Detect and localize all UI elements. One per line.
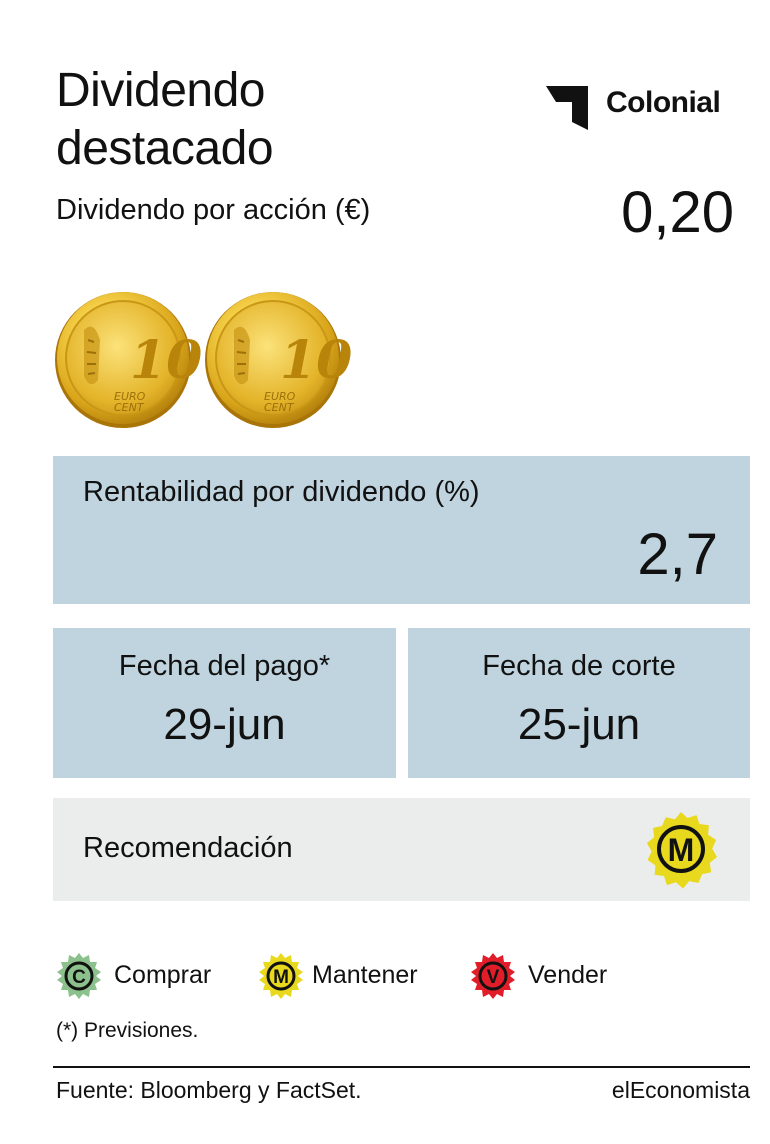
payment-date-value: 29-jun [163, 700, 286, 749]
legend-label-mantener: Mantener [312, 961, 418, 989]
euro-coin-icon: 10 EURO CENT [55, 292, 202, 428]
coin-text-cent: CENT [114, 401, 145, 414]
recommendation-badge-icon: M [646, 812, 717, 889]
euro-coin-icon: 10 EURO CENT [205, 292, 352, 428]
coin-text-euro: EURO [264, 390, 296, 403]
dividend-value: 0,20 [621, 180, 734, 245]
sell-badge-icon: V [471, 953, 515, 999]
yield-value: 2,7 [637, 522, 718, 587]
yield-panel: Rentabilidad por dividendo (%) 2,7 [53, 456, 750, 604]
title-line-2: destacado [56, 122, 274, 175]
cutoff-date-panel: Fecha de corte 25-jun [408, 628, 750, 778]
title-line-1: Dividendo [56, 64, 265, 117]
cutoff-date-label: Fecha de corte [482, 650, 676, 682]
company-logo: Colonial [544, 84, 744, 132]
hold-badge-icon: M [259, 953, 303, 999]
recommendation-badge-letter: M [668, 832, 695, 868]
hold-badge-letter: M [273, 967, 289, 988]
payment-date-panel: Fecha del pago* 29-jun [53, 628, 396, 778]
legend-item-mantener: M Mantener [256, 952, 456, 1000]
forecast-note: (*) Previsiones. [56, 1019, 199, 1042]
legend-item-comprar: C Comprar [54, 952, 224, 1000]
coin-text-cent: CENT [264, 401, 295, 414]
sell-badge-letter: V [487, 967, 500, 988]
page-subtitle: Dividendo por acción (€) [56, 194, 371, 226]
coin-denomination: 10 [130, 330, 202, 391]
footer-divider [53, 1066, 750, 1068]
coins-illustration: 10 EURO CENT 10 EURO CENT [54, 290, 354, 430]
legend-label-vender: Vender [528, 961, 608, 989]
company-name: Colonial [606, 86, 721, 119]
coin-denomination: 10 [280, 330, 352, 391]
colonial-logo-icon [546, 86, 588, 130]
recommendation-label: Recomendación [83, 832, 293, 864]
legend-item-vender: V Vender [468, 952, 668, 1000]
page-title: Dividendo destacado [56, 62, 274, 178]
buy-badge-icon: C [57, 953, 101, 999]
payment-date-label: Fecha del pago* [118, 650, 331, 682]
source-credit: Fuente: Bloomberg y FactSet. [56, 1077, 362, 1103]
recommendation-legend: C Comprar M Mantener V Vender [54, 952, 754, 1000]
yield-label: Rentabilidad por dividendo (%) [83, 476, 480, 508]
cutoff-date-value: 25-jun [517, 700, 641, 749]
recommendation-panel: Recomendación M [53, 798, 750, 901]
legend-label-comprar: Comprar [114, 961, 212, 989]
coin-text-euro: EURO [114, 390, 146, 403]
buy-badge-letter: C [72, 967, 86, 988]
publisher-brand: elEconomista [611, 1077, 750, 1103]
